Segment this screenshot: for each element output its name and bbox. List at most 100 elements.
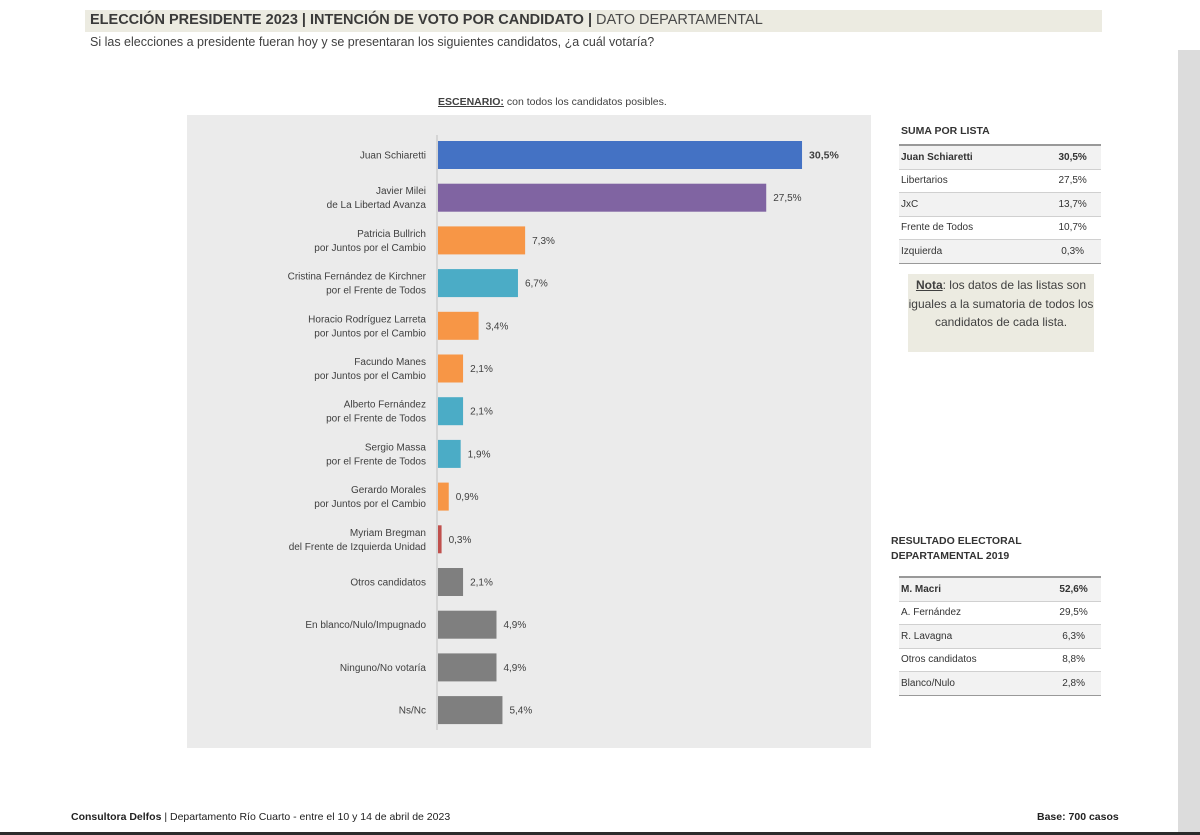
title-main: ELECCIÓN PRESIDENTE 2023 | INTENCIÓN DE … [90, 12, 592, 28]
page-subtitle: Si las elecciones a presidente fueran ho… [90, 35, 655, 49]
row-label: Blanco/Nulo [899, 671, 1045, 696]
category-label: Cristina Fernández de Kirchner [288, 272, 427, 283]
category-label: por Juntos por el Cambio [314, 499, 426, 510]
bar [438, 525, 442, 554]
category-label: Javier Milei [376, 186, 426, 197]
row-label: Frente de Todos [899, 216, 1043, 240]
category-label: por Juntos por el Cambio [314, 328, 426, 339]
value-label: 2,1% [470, 364, 493, 375]
category-label: por el Frente de Todos [326, 414, 426, 425]
row-value: 29,5% [1044, 601, 1101, 625]
category-label: por Juntos por el Cambio [314, 243, 426, 254]
row-label: Izquierda [899, 239, 1043, 264]
row-value: 10,7% [1042, 216, 1101, 240]
resultado-row: R. Lavagna 6,3% [899, 624, 1101, 649]
resultado-title-line1: RESULTADO ELECTORAL [891, 535, 1022, 547]
value-label: 7,3% [532, 236, 555, 247]
value-label: 0,9% [456, 492, 479, 503]
category-label: de La Libertad Avanza [327, 200, 427, 211]
row-value: 0,3% [1042, 239, 1101, 264]
footer-base-text: Base: 700 casos [1037, 811, 1119, 823]
row-value: 27,5% [1042, 169, 1101, 193]
category-label: En blanco/Nulo/Impugnado [305, 620, 426, 631]
resultado-title-line2: DEPARTAMENTAL 2019 [891, 550, 1010, 562]
row-value: 30,5% [1042, 144, 1101, 170]
category-label: por el Frente de Todos [326, 456, 426, 467]
suma-lista-row: Juan Schiaretti 30,5% [899, 144, 1101, 170]
value-label: 1,9% [468, 449, 491, 460]
note-label: Nota [915, 278, 943, 292]
suma-lista-row: JxC 13,7% [899, 192, 1101, 217]
note-text: : los datos de las listas son iguales a … [908, 278, 1094, 329]
suma-lista-row: Frente de Todos 10,7% [899, 216, 1101, 240]
value-label: 4,9% [503, 620, 526, 631]
footer-left: Consultora Delfos | Departamento Río Cua… [71, 811, 450, 823]
value-label: 2,1% [470, 578, 493, 589]
category-label: del Frente de Izquierda Unidad [289, 542, 426, 553]
row-label: Otros candidatos [899, 648, 1045, 672]
suma-lista-table: Juan Schiaretti 30,5% Libertarios 27,5% JxC 1… [899, 144, 1101, 264]
category-label: Alberto Fernández [344, 400, 426, 411]
value-label: 2,1% [470, 407, 493, 418]
category-label: Horacio Rodríguez Larreta [308, 314, 426, 325]
suma-lista-row: Izquierda 0,3% [899, 239, 1101, 264]
resultado-table: M. Macri 52,6% A. Fernández 29,5% R. Lavagna… [899, 576, 1101, 696]
value-label: 30,5% [809, 150, 839, 162]
scenario-label: ESCENARIO: [438, 96, 504, 108]
row-label: R. Lavagna [899, 624, 1045, 649]
category-label: Facundo Manes [354, 357, 426, 368]
suma-lista-title: SUMA POR LISTA [901, 125, 990, 137]
row-value: 52,6% [1044, 576, 1101, 602]
resultado-row: M. Macri 52,6% [899, 576, 1101, 602]
value-label: 27,5% [773, 193, 801, 204]
page-title: ELECCIÓN PRESIDENTE 2023 | INTENCIÓN DE … [90, 10, 763, 30]
resultado-row: Otros candidatos 8,8% [899, 648, 1101, 672]
bar [438, 397, 464, 426]
row-label: M. Macri [899, 576, 1045, 602]
category-label: Ninguno/No votaría [340, 663, 427, 674]
category-label: Myriam Bregman [350, 528, 426, 539]
bar [438, 568, 464, 596]
row-label: JxC [899, 192, 1043, 217]
value-label: 5,4% [509, 706, 532, 717]
row-label: Libertarios [899, 169, 1043, 193]
footer-details: | Departamento Río Cuarto - entre el 10 … [161, 811, 451, 823]
category-label: por Juntos por el Cambio [314, 371, 426, 382]
bar [438, 183, 767, 212]
category-label: Patricia Bullrich [357, 229, 426, 240]
row-value: 2,8% [1044, 671, 1101, 696]
category-label: Gerardo Morales [351, 485, 426, 496]
scenario-caption: ESCENARIO: con todos los candidatos posi… [438, 96, 667, 108]
suma-lista-row: Libertarios 27,5% [899, 169, 1101, 193]
resultado-title: RESULTADO ELECTORAL DEPARTAMENTAL 2019 [891, 534, 1022, 564]
category-label: Ns/Nc [399, 706, 426, 717]
value-label: 3,4% [486, 321, 509, 332]
bar [438, 269, 518, 298]
category-label: Otros candidatos [350, 578, 426, 589]
bar [438, 696, 503, 725]
bar [438, 653, 497, 682]
row-label: A. Fernández [899, 601, 1045, 625]
resultado-row: Blanco/Nulo 2,8% [899, 671, 1101, 696]
category-label: Sergio Massa [365, 442, 427, 453]
note-box: Nota: los datos de las listas son iguale… [908, 274, 1094, 352]
value-label: 4,9% [503, 663, 526, 674]
header-bar [85, 10, 1102, 32]
bar [438, 354, 464, 383]
value-label: 0,3% [449, 535, 472, 546]
footer-base: Base: 700 casos [1037, 811, 1119, 823]
chart-background [187, 115, 871, 748]
category-label: por el Frente de Todos [326, 286, 426, 297]
row-label: Juan Schiaretti [899, 144, 1043, 170]
bottom-bar [0, 832, 1200, 835]
bar [438, 226, 526, 255]
bar [438, 610, 497, 639]
bar [438, 482, 449, 511]
title-dept: DATO DEPARTAMENTAL [596, 12, 763, 28]
category-label: Juan Schiaretti [360, 151, 426, 162]
row-value: 8,8% [1044, 648, 1101, 672]
row-value: 13,7% [1042, 192, 1101, 217]
row-value: 6,3% [1044, 624, 1101, 649]
bar [438, 439, 461, 468]
footer-org: Consultora Delfos [71, 811, 162, 823]
